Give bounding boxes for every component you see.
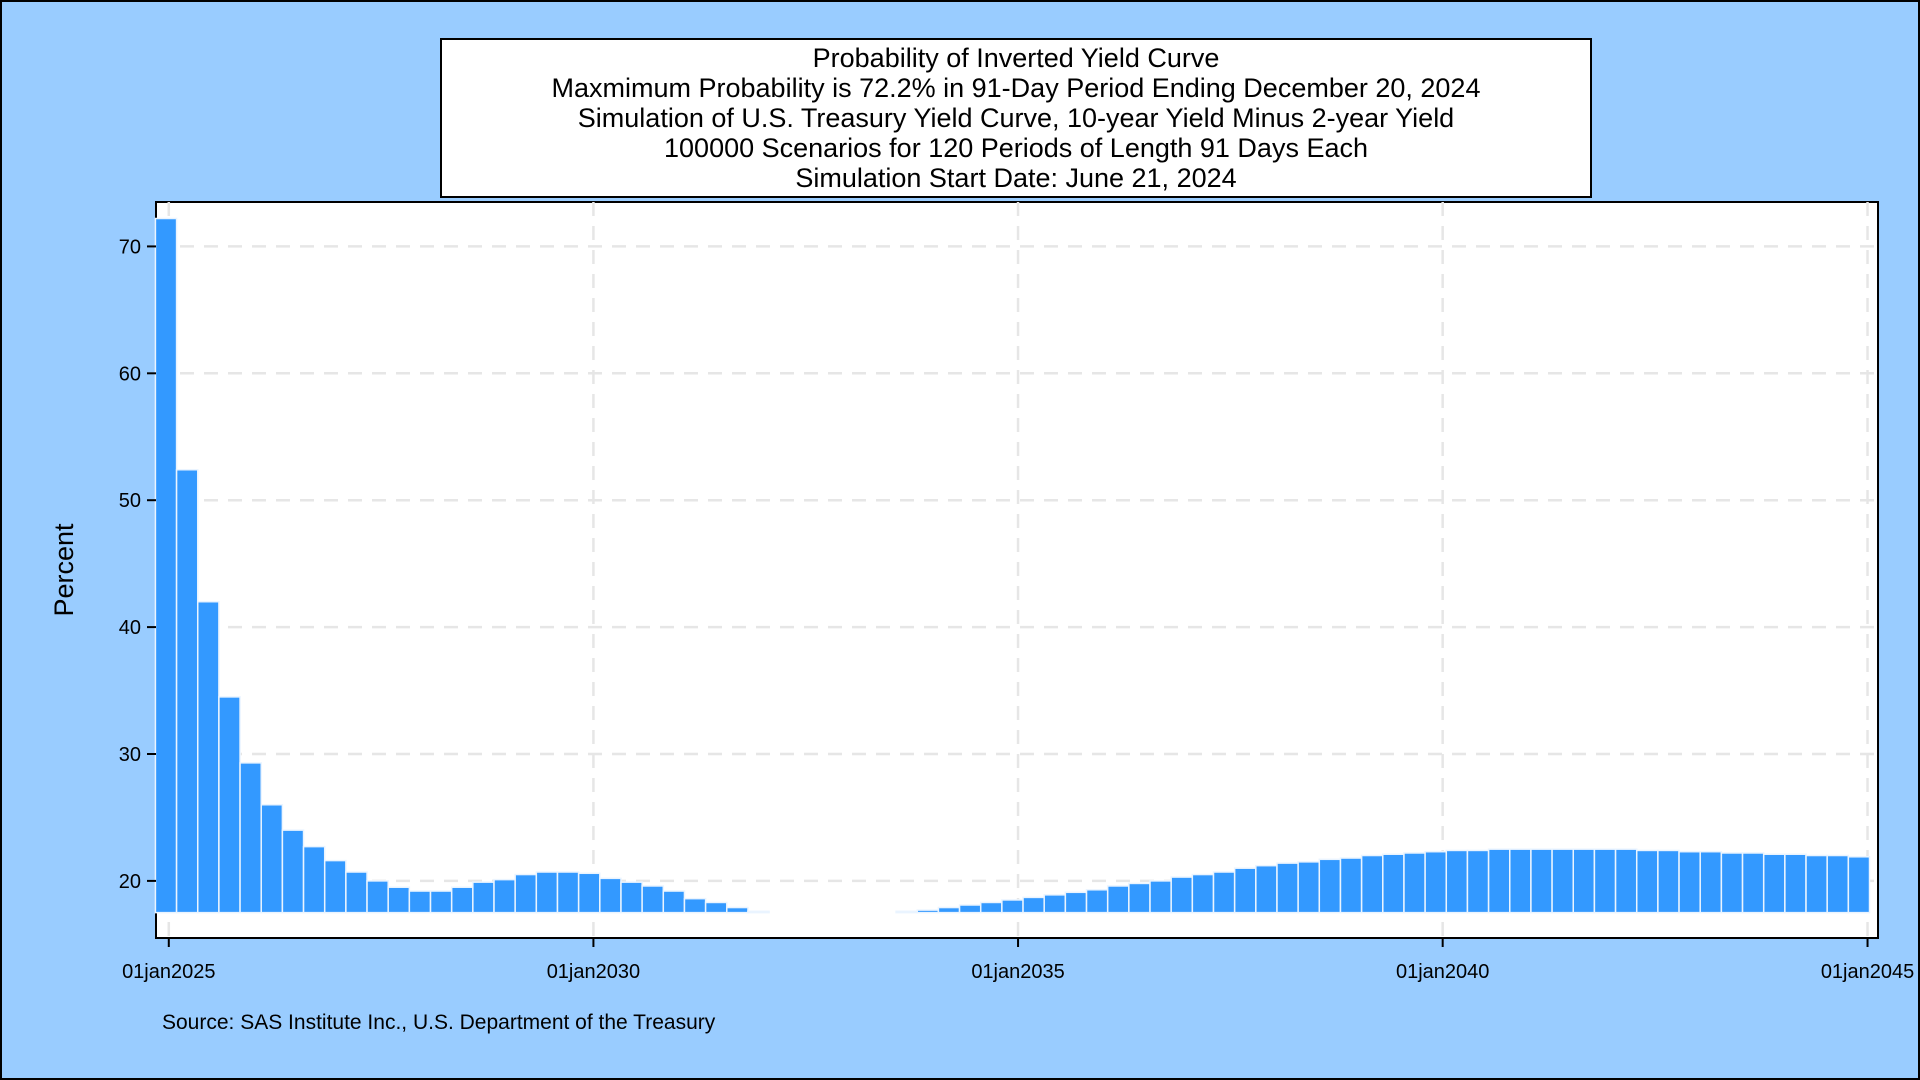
bar	[1339, 857, 1363, 914]
bar	[1530, 848, 1553, 914]
bar	[239, 762, 262, 914]
bar	[1635, 849, 1659, 914]
bar	[196, 600, 220, 914]
y-axis-label: Percent	[49, 523, 79, 617]
bar	[1022, 896, 1045, 914]
bar	[1784, 853, 1807, 914]
y-tick-label: 30	[119, 744, 141, 766]
bar	[175, 469, 199, 914]
bar	[1191, 873, 1215, 914]
bar	[1212, 871, 1236, 914]
bar	[1487, 848, 1511, 914]
bar	[472, 881, 495, 914]
bar	[1466, 849, 1490, 914]
bar	[345, 871, 368, 914]
bar	[1106, 885, 1130, 914]
bar	[704, 901, 728, 914]
bar	[1297, 861, 1321, 914]
bar	[450, 886, 474, 914]
bar	[683, 897, 707, 914]
x-tick-label: 01jan2025	[122, 961, 215, 983]
bar	[1805, 854, 1828, 914]
bar	[1678, 850, 1701, 914]
y-tick-label: 70	[119, 236, 141, 258]
chart-subtitle-start-date: Simulation Start Date: June 21, 2024	[795, 163, 1237, 193]
bar	[1762, 853, 1786, 914]
y-tick-label: 20	[119, 871, 141, 893]
bar	[958, 904, 982, 914]
bar	[1360, 854, 1384, 914]
bar	[1551, 848, 1574, 914]
chart-subtitle-scenarios: 100000 Scenarios for 120 Periods of Leng…	[664, 133, 1368, 163]
bar	[1657, 849, 1680, 914]
bar	[366, 880, 389, 914]
x-tick-label: 01jan2035	[971, 961, 1064, 983]
bar	[577, 872, 601, 914]
bar	[408, 890, 432, 914]
bar	[218, 696, 241, 914]
bar	[1085, 889, 1109, 914]
bar	[1720, 852, 1744, 914]
bar	[1593, 848, 1617, 914]
bar	[1847, 856, 1871, 914]
bar	[302, 845, 326, 914]
bar	[1233, 867, 1257, 914]
bar	[1424, 850, 1448, 914]
bar	[387, 886, 411, 914]
bar	[747, 910, 770, 914]
bar	[726, 906, 749, 914]
bar	[1255, 864, 1278, 914]
bar	[260, 804, 284, 914]
bar	[429, 890, 453, 914]
bar	[895, 910, 918, 914]
bar	[535, 871, 559, 914]
x-tick-label: 01jan2045	[1821, 961, 1914, 983]
bar	[1001, 899, 1024, 914]
bar	[1149, 880, 1172, 914]
bar	[937, 906, 961, 914]
bar	[662, 890, 686, 914]
bar	[493, 878, 516, 914]
source-note: Source: SAS Institute Inc., U.S. Departm…	[162, 1011, 716, 1034]
bar	[916, 909, 940, 914]
bar	[1445, 849, 1469, 914]
chart-title-box: Probability of Inverted Yield Curve Maxm…	[440, 38, 1592, 198]
bar	[599, 877, 622, 914]
bar	[1128, 882, 1151, 914]
y-tick-label: 40	[119, 617, 141, 639]
bar	[1826, 854, 1850, 914]
bar	[1614, 848, 1638, 914]
bar	[1043, 894, 1067, 914]
bar	[1064, 891, 1088, 914]
chart-subtitle-max-probability: Maxmimum Probability is 72.2% in 91-Day …	[551, 73, 1481, 103]
bar	[514, 873, 538, 914]
x-tick-label: 01jan2040	[1396, 961, 1489, 983]
bar	[1382, 853, 1405, 914]
x-tick-label: 01jan2030	[547, 961, 640, 983]
bar	[620, 881, 643, 914]
bar	[323, 859, 347, 914]
bar	[1741, 852, 1765, 914]
bar	[1509, 848, 1532, 914]
bar	[281, 829, 305, 914]
bar	[1403, 852, 1426, 914]
y-tick-label: 60	[119, 363, 141, 385]
bar	[641, 885, 665, 914]
bars	[154, 217, 1871, 914]
bar	[1276, 862, 1299, 914]
axes: 20 30 40 50 60 70 01jan2025 01jan2030 01jan2035 0…	[119, 236, 1915, 983]
bar	[1170, 876, 1194, 914]
chart-title: Probability of Inverted Yield Curve	[812, 43, 1220, 73]
bar	[556, 871, 580, 914]
chart-subtitle-simulation: Simulation of U.S. Treasury Yield Curve,…	[577, 103, 1455, 133]
bar	[1699, 850, 1723, 914]
bar	[979, 901, 1003, 914]
bar	[154, 217, 178, 914]
y-tick-label: 50	[119, 490, 141, 512]
bar	[1318, 858, 1342, 914]
bar	[1572, 848, 1596, 914]
